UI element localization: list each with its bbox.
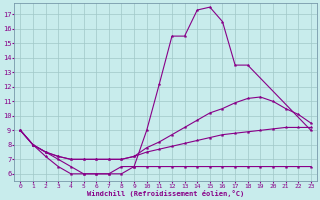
- X-axis label: Windchill (Refroidissement éolien,°C): Windchill (Refroidissement éolien,°C): [87, 190, 244, 197]
